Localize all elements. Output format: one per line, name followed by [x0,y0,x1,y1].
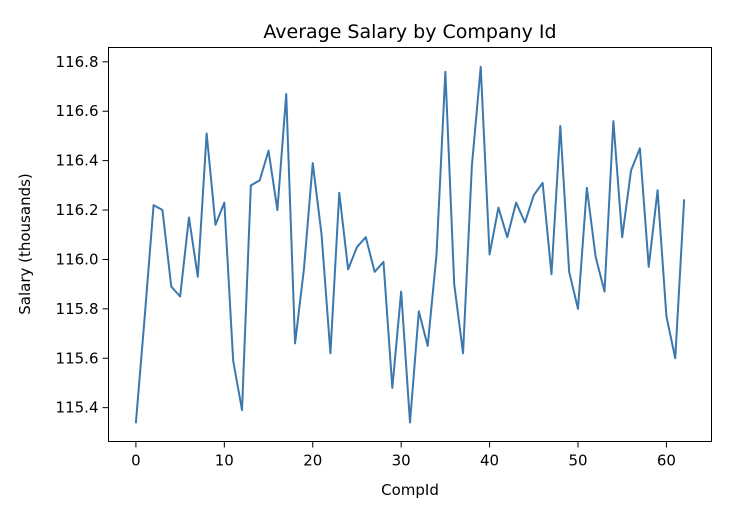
x-tick-label: 20 [303,452,322,470]
y-tick-label: 116.8 [56,53,99,71]
data-point [586,187,588,189]
x-tick-label: 0 [131,452,141,470]
data-point [303,268,305,270]
data-point [550,273,552,275]
data-point [683,199,685,201]
data-point [524,221,526,223]
chart-title: Average Salary by Company Id [263,21,556,43]
x-axis-ticks: 0 10 20 30 40 50 60 [131,441,676,470]
data-point [621,236,623,238]
y-tick-label: 116.0 [56,250,99,268]
salary-series-line [134,65,686,424]
data-point [365,236,367,238]
data-point [604,291,606,293]
data-point [321,234,323,236]
data-point [338,192,340,194]
data-point [471,165,473,167]
x-tick-label: 30 [392,452,411,470]
data-point [595,256,597,258]
data-point [382,261,384,263]
data-point [480,66,482,68]
x-tick-label: 10 [215,452,234,470]
data-point [223,202,225,204]
y-tick-label: 115.6 [56,349,99,367]
data-point [294,342,296,344]
data-point [391,387,393,389]
data-point [444,71,446,73]
x-tick-label: 60 [657,452,676,470]
data-point [612,120,614,122]
data-point [285,93,287,95]
data-point [206,132,208,134]
data-point [179,295,181,297]
data-point [559,125,561,127]
x-tick-label: 50 [568,452,587,470]
data-point [515,202,517,204]
data-point [542,182,544,184]
data-point [436,254,438,256]
y-tick-label: 116.6 [56,102,99,120]
data-point [259,179,261,181]
data-point [356,246,358,248]
data-point [135,421,137,423]
data-point [533,194,535,196]
data-point [409,421,411,423]
x-tick-label: 40 [480,452,499,470]
data-point [329,352,331,354]
y-tick-label: 116.4 [56,152,99,170]
data-point [276,209,278,211]
data-point [241,409,243,411]
data-point [674,357,676,359]
y-axis-ticks: 115.4 115.6 115.8 116.0 116.2 116.4 116.6 116.8 [56,53,109,417]
data-point [170,286,172,288]
data-point [144,315,146,317]
data-point [665,315,667,317]
data-point [161,209,163,211]
data-point [312,162,314,164]
data-point [188,216,190,218]
data-point [418,310,420,312]
series-layer [134,65,686,424]
plot-frame [108,47,712,442]
data-point [568,271,570,273]
data-point [648,266,650,268]
data-point [268,150,270,152]
data-point [197,276,199,278]
x-axis-label: CompId [381,481,439,499]
data-point [427,345,429,347]
data-point [153,204,155,206]
data-point [453,283,455,285]
data-point [374,271,376,273]
data-point [489,254,491,256]
y-tick-label: 115.4 [56,399,99,417]
y-tick-label: 116.2 [56,201,99,219]
y-axis-label: Salary (thousands) [16,173,34,315]
data-point [657,189,659,191]
data-point [577,308,579,310]
data-point [497,207,499,209]
data-point [630,170,632,172]
data-point [639,147,641,149]
data-point [232,360,234,362]
data-point [462,352,464,354]
y-tick-label: 115.8 [56,300,99,318]
data-point [250,184,252,186]
data-point [400,291,402,293]
data-point [506,236,508,238]
data-point [347,268,349,270]
data-point [214,224,216,226]
